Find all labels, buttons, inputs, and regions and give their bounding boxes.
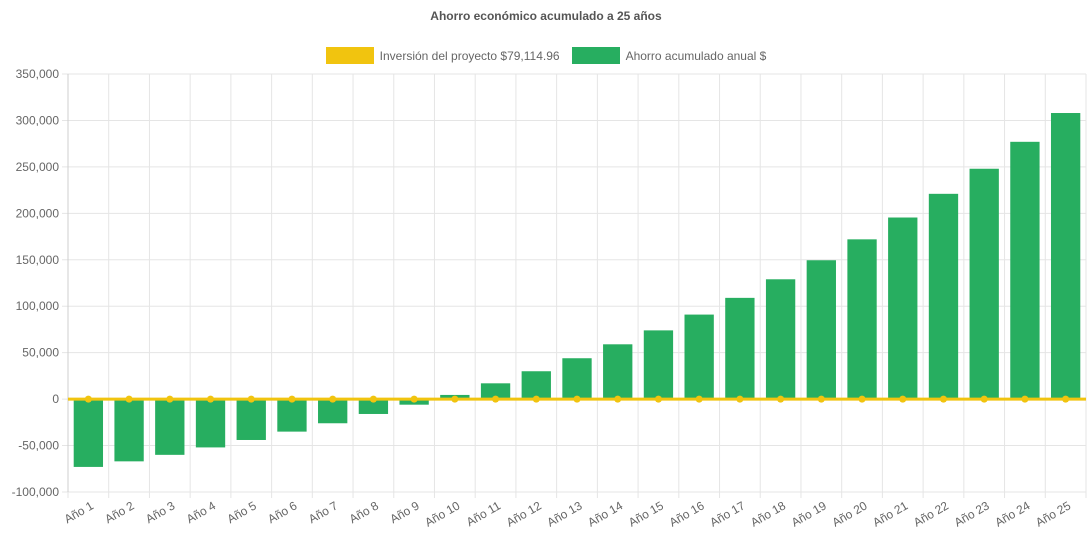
x-tick-label: Año 17	[707, 498, 747, 529]
x-tick-label: Año 14	[585, 498, 625, 529]
investment-point[interactable]	[369, 395, 377, 403]
investment-point[interactable]	[899, 395, 907, 403]
bar[interactable]	[643, 330, 674, 400]
x-tick-label: Año 18	[748, 498, 788, 529]
bar[interactable]	[603, 344, 633, 400]
x-tick-label: Año 15	[626, 498, 666, 529]
investment-point[interactable]	[492, 395, 500, 403]
investment-point[interactable]	[84, 395, 92, 403]
investment-point[interactable]	[288, 395, 296, 403]
bar-series	[73, 113, 1081, 467]
bar[interactable]	[195, 399, 226, 448]
bar[interactable]	[806, 260, 836, 400]
bar[interactable]	[73, 399, 104, 467]
bar[interactable]	[888, 217, 918, 400]
x-tick-label: Año 11	[464, 498, 503, 529]
investment-point[interactable]	[1062, 395, 1070, 403]
investment-point[interactable]	[329, 395, 337, 403]
y-tick-label: 100,000	[16, 299, 60, 313]
legend-label-investment: Inversión del proyecto $79,114.96	[379, 48, 560, 63]
x-tick-label: Año 8	[347, 498, 381, 526]
investment-point[interactable]	[654, 395, 662, 403]
investment-point[interactable]	[980, 395, 988, 403]
x-tick-label: Año 20	[830, 498, 870, 529]
y-tick-label: 250,000	[16, 160, 60, 174]
bar[interactable]	[521, 371, 551, 400]
investment-point[interactable]	[532, 395, 540, 403]
x-tick-label: Año 3	[143, 498, 177, 526]
bar[interactable]	[318, 399, 348, 424]
investment-point[interactable]	[939, 395, 947, 403]
investment-point[interactable]	[125, 395, 133, 403]
x-tick-label: Año 5	[225, 498, 259, 526]
investment-point[interactable]	[695, 395, 703, 403]
legend-swatch-savings	[571, 47, 620, 64]
investment-point[interactable]	[207, 395, 215, 403]
line-series	[68, 395, 1086, 403]
chart-title: Ahorro económico acumulado a 25 años	[430, 9, 662, 23]
x-tick-label: Año 10	[422, 498, 462, 529]
x-tick-label: Año 12	[504, 498, 544, 529]
legend-swatch-investment	[325, 47, 374, 64]
investment-point[interactable]	[777, 395, 785, 403]
x-axis: Año 1 Año 2 Año 3 Año 4 Año 5 Año 6 Año 7 Año 8…	[62, 498, 1074, 529]
x-tick-label: Año 7	[306, 498, 340, 526]
y-tick-label: 0	[52, 392, 59, 406]
y-tick-label: 150,000	[16, 253, 60, 267]
x-tick-label: Año 25	[1033, 498, 1073, 529]
investment-point[interactable]	[1021, 395, 1029, 403]
investment-point[interactable]	[817, 395, 825, 403]
investment-point[interactable]	[858, 395, 866, 403]
grid-lines	[62, 73, 1087, 498]
legend-item-investment[interactable]: Inversión del proyecto $79,114.96	[325, 47, 560, 64]
bar[interactable]	[236, 399, 266, 440]
y-tick-label: 50,000	[22, 346, 59, 360]
x-tick-label: Año 2	[102, 498, 136, 526]
y-tick-label: -50,000	[18, 439, 59, 453]
bar[interactable]	[765, 279, 796, 400]
y-tick-label: -100,000	[12, 485, 60, 499]
investment-point[interactable]	[247, 395, 255, 403]
y-tick-label: 350,000	[16, 67, 60, 81]
x-tick-label: Año 22	[911, 498, 951, 529]
bar[interactable]	[725, 297, 755, 400]
legend: Inversión del proyecto $79,114.96 Ahorro…	[0, 47, 1092, 64]
x-tick-label: Año 23	[952, 498, 992, 529]
bar[interactable]	[847, 239, 877, 400]
investment-point[interactable]	[410, 395, 418, 403]
bar[interactable]	[969, 168, 999, 400]
legend-label-savings: Ahorro acumulado anual $	[625, 48, 767, 63]
investment-point[interactable]	[614, 395, 622, 403]
y-tick-label: 300,000	[16, 113, 60, 127]
x-tick-label: Año 1	[62, 498, 96, 526]
y-axis: 350,000 300,000 250,000 200,000 150,000 100,0…	[12, 67, 69, 499]
bar[interactable]	[358, 399, 389, 414]
x-tick-label: Año 19	[789, 498, 829, 529]
bar[interactable]	[562, 358, 592, 400]
bar[interactable]	[928, 193, 959, 400]
x-tick-label: Año 9	[387, 498, 421, 526]
x-tick-label: Año 21	[870, 498, 910, 529]
investment-point[interactable]	[573, 395, 581, 403]
bar[interactable]	[114, 399, 144, 462]
legend-item-savings[interactable]: Ahorro acumulado anual $	[571, 47, 767, 64]
y-tick-label: 200,000	[16, 206, 60, 220]
investment-point[interactable]	[166, 395, 174, 403]
bar[interactable]	[1050, 113, 1081, 400]
x-tick-label: Año 13	[545, 498, 585, 529]
x-tick-label: Año 16	[667, 498, 707, 529]
bar[interactable]	[1010, 141, 1040, 400]
bar[interactable]	[480, 383, 511, 400]
investment-point[interactable]	[451, 395, 459, 403]
bar[interactable]	[277, 399, 307, 432]
bar[interactable]	[155, 399, 185, 455]
x-tick-label: Año 6	[265, 498, 299, 526]
x-tick-label: Año 24	[992, 498, 1032, 529]
investment-point[interactable]	[736, 395, 744, 403]
x-tick-label: Año 4	[184, 498, 218, 526]
bar[interactable]	[684, 314, 714, 400]
